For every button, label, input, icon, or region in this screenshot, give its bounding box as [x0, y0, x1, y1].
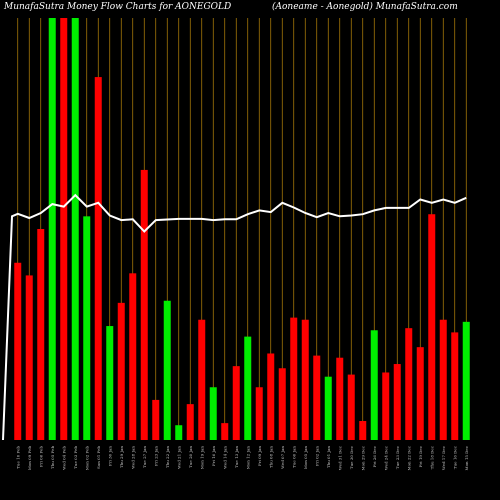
bars: [14, 18, 470, 441]
bar-down: [221, 423, 229, 440]
x-tick-label: Fri 02 Jan: [314, 446, 319, 467]
x-tick-label: Thu 08 Jan: [268, 446, 273, 468]
bar-up: [370, 330, 378, 440]
bar-up: [462, 321, 470, 440]
bar-down: [278, 368, 286, 440]
x-tick-label: Fri 19 Dec: [418, 445, 423, 467]
bar-down: [60, 18, 68, 440]
x-tick-label: Thu 05 Feb: [50, 446, 55, 469]
x-tick-label: Fri 30 Jan: [107, 446, 112, 467]
x-tick-label: Wed 17 Dec: [441, 445, 446, 470]
x-tick-label: Thu 22 Jan: [165, 446, 170, 468]
x-tick-label: Wed 28 Jan: [130, 446, 135, 469]
x-tick-label: Thu 01 Jan: [326, 446, 331, 468]
x-tick-label: Fri 09 Jan: [257, 446, 262, 467]
bar-down: [94, 77, 102, 440]
bar-down: [117, 302, 125, 440]
bar-down: [232, 366, 240, 440]
x-tick-label: Mon 29 Dec: [360, 445, 365, 470]
x-tick-label: Thu 18 Dec: [429, 445, 434, 469]
x-tick-label: Mon 19 Jan: [199, 446, 204, 470]
x-tick-label: Fri 23 Jan: [153, 446, 158, 467]
x-tick-label: Tue 20 Jan: [188, 446, 193, 468]
bar-down: [313, 355, 321, 440]
x-tick-label: Wed 31 Dec: [337, 445, 342, 470]
x-tick-label: Wed 24 Dec: [383, 445, 388, 470]
bar-down: [439, 319, 447, 440]
bar-up: [163, 300, 171, 440]
chart-title-right: (Aoneame - Aonegold) MunafaSutra.com: [272, 1, 458, 12]
bar-down: [416, 347, 424, 440]
x-tick-label: Mon 09 Feb: [27, 446, 32, 471]
bar-down: [25, 275, 33, 440]
x-tick-label: Mon 15 Dec: [464, 445, 469, 470]
x-tick-label: Mon 02 Feb: [84, 446, 89, 471]
bar-down: [428, 214, 436, 440]
bar-down: [14, 262, 22, 440]
bar-down: [198, 319, 206, 440]
bar-down: [336, 357, 344, 440]
bar-up: [324, 376, 332, 440]
x-tick-label: Tue 23 Dec: [395, 445, 400, 469]
money-flow-line: [2, 193, 467, 441]
x-tick-labels: Tue 10 Feb Mon 09 Feb Fri 06 Feb Thu 05 Feb…: [15, 445, 469, 470]
bar-down: [140, 169, 148, 441]
bar-down: [186, 404, 194, 440]
x-tick-label: Tue 30 Dec: [349, 445, 354, 469]
bar-up: [106, 326, 114, 440]
bar-down: [405, 328, 413, 440]
bar-down: [255, 387, 263, 440]
x-tick-label: Fri 06 Feb: [38, 446, 43, 468]
bar-up: [175, 425, 183, 440]
bar-down: [267, 353, 275, 440]
x-tick-label: Thu 29 Jan: [119, 446, 124, 468]
bar-down: [451, 332, 459, 440]
x-tick-label: Tue 10 Feb: [15, 446, 20, 469]
bar-up: [209, 387, 217, 440]
x-tick-label: Tue 27 Jan: [142, 446, 147, 468]
x-tick-label: Fri 16 Jan: [211, 446, 216, 467]
x-tick-label: Tue 16 Dec: [452, 445, 457, 469]
x-tick-label: Mon 12 Jan: [245, 446, 250, 470]
bar-up: [83, 216, 91, 440]
x-tick-label: Wed 07 Jan: [280, 446, 285, 469]
bar-down: [152, 399, 160, 440]
x-tick-label: Wed 14 Jan: [222, 446, 227, 469]
x-tick-label: Tue 03 Feb: [73, 446, 78, 469]
x-tick-label: Tue 13 Jan: [234, 446, 239, 468]
x-tick-label: Sun 01 Feb: [96, 446, 101, 469]
bar-up: [244, 336, 252, 440]
bar-up: [71, 18, 79, 440]
bar-up: [48, 18, 56, 440]
bar-down: [301, 319, 309, 440]
x-tick-label: Mon 05 Jan: [303, 446, 308, 470]
bar-down: [382, 372, 390, 440]
x-tick-label: Fri 26 Dec: [372, 445, 377, 467]
bar-down: [129, 273, 137, 440]
x-tick-label: Wed 04 Feb: [61, 446, 66, 470]
chart-title-left: MunafaSutra Money Flow Charts for AONEGO…: [3, 2, 231, 12]
bar-down: [347, 374, 355, 440]
x-tick-label: Mon 22 Dec: [406, 445, 411, 470]
bar-down: [393, 364, 401, 440]
bar-down: [359, 421, 367, 440]
bar-down: [290, 317, 298, 440]
x-tick-label: Wed 21 Jan: [176, 446, 181, 469]
bar-down: [37, 229, 45, 440]
x-tick-label: Tue 06 Jan: [291, 446, 296, 468]
